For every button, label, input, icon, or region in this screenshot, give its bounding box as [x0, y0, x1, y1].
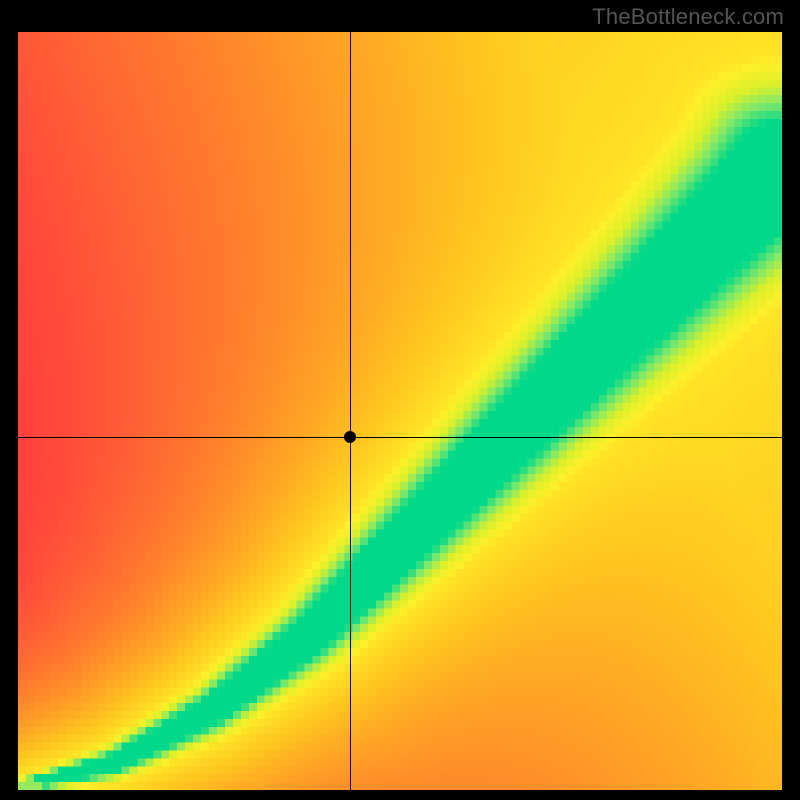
crosshair-horizontal — [18, 437, 782, 438]
chart-container: TheBottleneck.com — [0, 0, 800, 800]
plot-area — [18, 32, 782, 790]
crosshair-marker — [344, 431, 356, 443]
heatmap-canvas — [18, 32, 782, 790]
crosshair-vertical — [350, 32, 351, 790]
watermark-text: TheBottleneck.com — [592, 4, 784, 30]
